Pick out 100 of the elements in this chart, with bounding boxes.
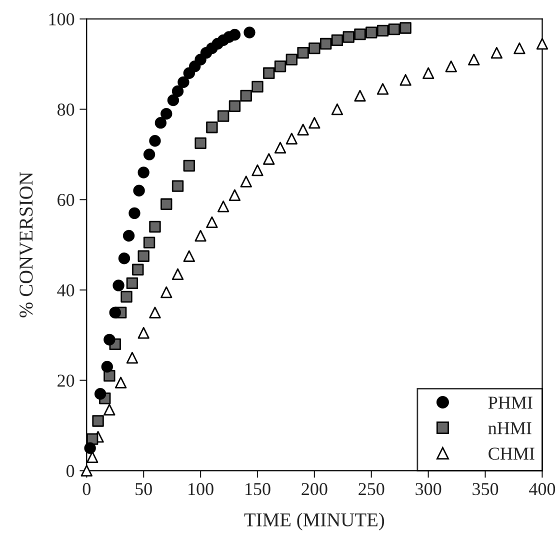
point bbox=[183, 250, 195, 262]
x-tick-label: 50 bbox=[136, 482, 152, 496]
point bbox=[388, 23, 400, 36]
x-tick-label: 150 bbox=[246, 482, 270, 496]
point bbox=[240, 90, 252, 102]
y-tick-label: 0 bbox=[66, 464, 74, 478]
legend-label: nHMI bbox=[488, 422, 532, 434]
point bbox=[354, 90, 366, 102]
point bbox=[286, 54, 298, 66]
y-tick-label: 60 bbox=[58, 194, 74, 206]
point bbox=[297, 124, 309, 136]
point bbox=[331, 103, 344, 116]
point bbox=[128, 207, 140, 220]
point bbox=[126, 277, 138, 290]
point bbox=[104, 334, 116, 346]
point bbox=[84, 442, 96, 454]
point bbox=[120, 290, 132, 303]
point bbox=[194, 137, 206, 150]
point bbox=[114, 376, 127, 388]
x-tick-label: 200 bbox=[302, 482, 328, 496]
point bbox=[92, 415, 104, 427]
point bbox=[514, 42, 526, 54]
point bbox=[274, 142, 286, 154]
point bbox=[376, 83, 389, 95]
point bbox=[366, 26, 378, 38]
point bbox=[320, 38, 332, 50]
point bbox=[126, 352, 138, 364]
legend-label: PHMI bbox=[488, 396, 532, 409]
point bbox=[354, 28, 366, 40]
x-tick-label: 300 bbox=[416, 482, 442, 496]
point bbox=[172, 180, 184, 192]
point bbox=[86, 451, 98, 463]
point bbox=[252, 164, 264, 176]
point bbox=[109, 306, 121, 318]
point bbox=[149, 135, 161, 147]
point bbox=[445, 60, 457, 72]
point bbox=[252, 80, 264, 93]
point bbox=[490, 46, 503, 59]
point bbox=[112, 280, 124, 292]
point bbox=[178, 76, 190, 88]
point bbox=[160, 198, 172, 210]
point bbox=[149, 220, 161, 233]
point bbox=[286, 132, 298, 144]
x-tick-label: 250 bbox=[358, 482, 384, 496]
x-tick-label: 100 bbox=[188, 482, 214, 496]
point bbox=[400, 74, 412, 86]
point bbox=[217, 110, 230, 122]
point bbox=[274, 60, 286, 72]
point bbox=[154, 116, 167, 129]
point bbox=[228, 100, 241, 112]
point bbox=[206, 122, 218, 134]
point bbox=[183, 160, 195, 172]
point bbox=[228, 189, 241, 201]
y-tick-label: 80 bbox=[57, 104, 74, 116]
y-tick-label: 40 bbox=[57, 284, 74, 296]
legend-label: CHMI bbox=[488, 448, 534, 460]
point bbox=[244, 26, 256, 38]
point bbox=[228, 28, 241, 41]
point bbox=[297, 46, 309, 59]
point bbox=[133, 184, 145, 196]
point bbox=[143, 148, 156, 160]
x-tick-label: 0 bbox=[82, 482, 90, 496]
y-tick-label: 100 bbox=[49, 13, 74, 26]
point bbox=[80, 464, 92, 477]
x-tick-label: 400 bbox=[529, 482, 556, 496]
point bbox=[308, 42, 320, 54]
point bbox=[167, 94, 180, 106]
y-axis-title: % CONVERSION bbox=[20, 172, 33, 318]
point bbox=[217, 200, 230, 212]
point bbox=[263, 67, 275, 79]
point bbox=[101, 360, 113, 373]
y-tick-label: 20 bbox=[58, 374, 74, 387]
point bbox=[342, 31, 354, 43]
x-axis-title: TIME (MINUTE) bbox=[244, 512, 384, 530]
point bbox=[172, 268, 184, 280]
point bbox=[468, 54, 480, 66]
point bbox=[118, 252, 130, 264]
point bbox=[104, 404, 116, 416]
point bbox=[143, 236, 156, 248]
point bbox=[160, 108, 172, 120]
point bbox=[240, 176, 252, 188]
point bbox=[536, 38, 548, 50]
point bbox=[160, 286, 172, 298]
point bbox=[138, 166, 150, 178]
x-tick-label: 350 bbox=[472, 482, 498, 496]
point bbox=[172, 85, 184, 98]
point bbox=[376, 24, 389, 37]
point bbox=[122, 230, 135, 242]
point bbox=[206, 216, 218, 228]
point bbox=[132, 264, 144, 276]
point bbox=[331, 34, 344, 46]
point bbox=[138, 250, 150, 262]
point bbox=[263, 153, 275, 165]
point bbox=[400, 22, 412, 34]
point bbox=[194, 230, 206, 242]
point bbox=[422, 67, 434, 79]
point bbox=[138, 327, 150, 339]
point bbox=[94, 388, 106, 400]
point bbox=[308, 116, 320, 129]
point bbox=[149, 306, 161, 318]
